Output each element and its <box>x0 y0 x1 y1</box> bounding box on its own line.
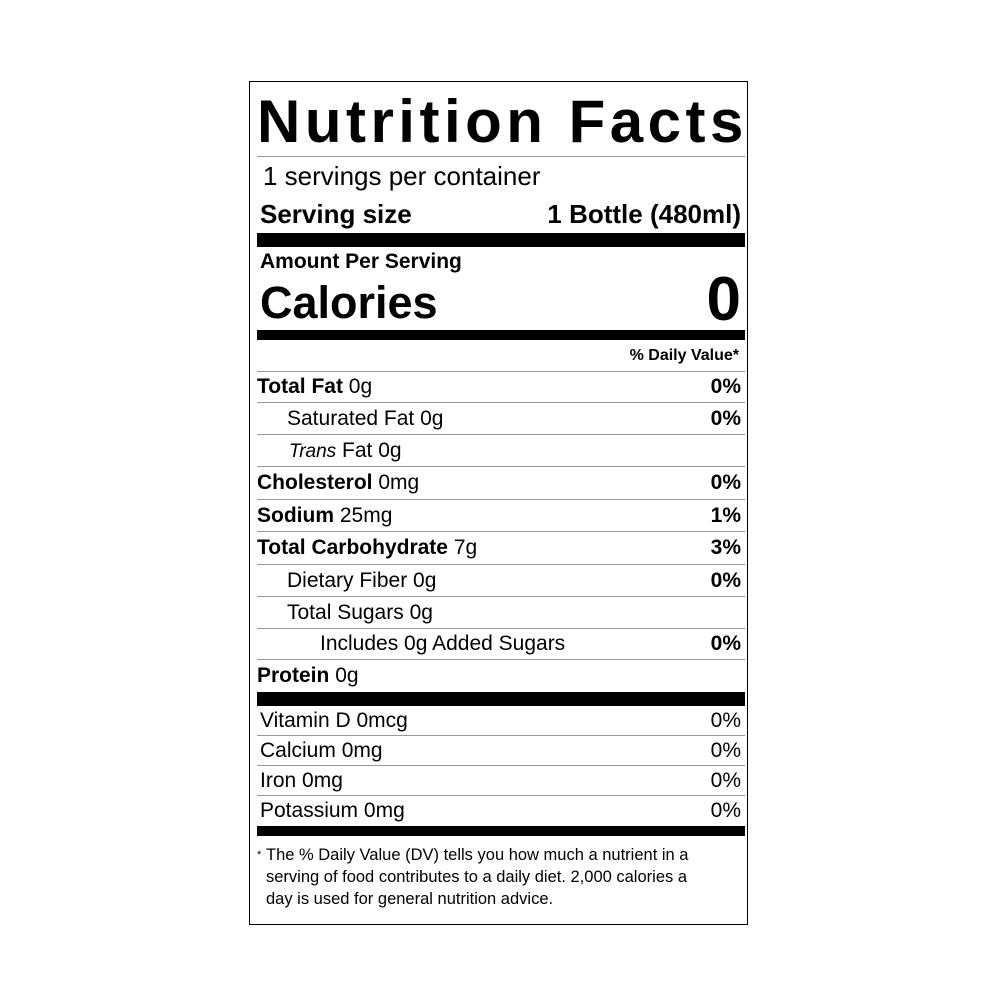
footnote-line: day is used for general nutrition advice… <box>266 890 554 908</box>
thick-bar <box>257 330 745 340</box>
nutrient-row: Dietary Fiber 0g 0% <box>257 565 745 597</box>
nutrient-amount: 0g <box>409 600 433 624</box>
vitamin-row: Calcium 0mg 0% <box>257 736 745 766</box>
amount-per-serving: Amount Per Serving <box>260 250 462 273</box>
thick-bar <box>257 692 745 706</box>
vitamin-name: Calcium <box>260 738 336 762</box>
nutrient-name: Saturated Fat <box>287 406 415 430</box>
nutrient-dv: 1% <box>710 503 741 527</box>
divider <box>257 156 745 157</box>
vitamin-name: Vitamin D <box>260 708 351 732</box>
vitamin-row: Potassium 0mg 0% <box>257 796 745 826</box>
nutrient-row: Sodium 25mg 1% <box>257 500 745 532</box>
vitamin-dv: 0% <box>710 738 741 762</box>
calories-row: Calories 0 <box>257 265 745 334</box>
nutrient-amount: 0g <box>413 568 437 592</box>
footnote-marker: * <box>257 849 262 861</box>
nutrient-name: Includes 0g Added Sugars <box>320 632 566 655</box>
nutrient-amount: 7g <box>453 536 478 559</box>
vitamin-amount: 0mg <box>363 799 405 822</box>
footnote-line: serving of food contributes to a daily d… <box>266 868 687 886</box>
vitamin-amount: 0mcg <box>356 708 408 732</box>
nutrient-dv: 0% <box>710 406 741 430</box>
divider <box>257 371 745 372</box>
footnote-line: The % Daily Value (DV) tells you how muc… <box>266 846 689 864</box>
nutrient-row: Includes 0g Added Sugars 0% <box>257 629 745 660</box>
vitamin-row: Vitamin D 0mcg 0% <box>257 706 745 736</box>
vitamin-amount: 0mg <box>341 738 383 762</box>
nutrient-amount: 0g <box>378 438 402 462</box>
nutrient-name: Dietary Fiber <box>287 568 408 592</box>
calories-label: Calories <box>260 277 438 328</box>
dv-header: % Daily Value* <box>629 347 739 364</box>
thick-bar <box>257 826 745 836</box>
vitamin-dv: 0% <box>710 799 741 822</box>
nutrient-row: Total Fat 0g 0% <box>257 371 745 403</box>
vitamin-name: Potassium <box>260 799 359 822</box>
label-border <box>249 81 748 925</box>
nutrient-name: Total Carbohydrate <box>257 536 448 559</box>
nutrient-name: Total Sugars <box>287 600 404 624</box>
title: Nutrition Facts <box>257 88 748 155</box>
nutrient-amount: 25mg <box>339 503 393 527</box>
nutrient-dv: 0% <box>710 374 741 398</box>
vitamin-dv: 0% <box>710 708 741 732</box>
nutrient-dv: 0% <box>710 471 741 494</box>
serving-size-row: Serving size 1 Bottle (480ml) <box>257 199 745 229</box>
nutrient-row: Cholesterol 0mg 0% <box>257 467 745 500</box>
vitamin-name: Iron <box>260 768 297 792</box>
nutrient-row: Trans Fat 0g <box>257 435 745 467</box>
vitamin-row: Iron 0mg 0% <box>257 766 745 796</box>
vitamin-dv: 0% <box>710 768 741 792</box>
servings: 1 servings per container <box>263 161 541 191</box>
nutrient-dv: 3% <box>710 536 741 559</box>
nutrient-amount: 0g <box>335 664 359 687</box>
thick-bar <box>257 233 745 247</box>
nutrient-amount: 0g <box>420 406 444 430</box>
calories-value: 0 <box>706 264 741 334</box>
nutrient-amount: 0g <box>348 374 373 398</box>
serving-size-label: Serving size <box>260 198 412 229</box>
nutrient-row: Saturated Fat 0g 0% <box>257 403 745 435</box>
nutrient-dv: 0% <box>710 632 741 655</box>
nutrient-name-italic: Trans <box>289 440 337 462</box>
vitamin-amount: 0mg <box>302 768 343 792</box>
nutrient-row: Protein 0g <box>257 660 745 692</box>
nutrient-name: Protein <box>257 664 330 687</box>
nutrient-name: Fat <box>342 438 373 462</box>
nutrient-name: Cholesterol <box>257 471 373 494</box>
serving-size-value: 1 Bottle (480ml) <box>547 198 741 229</box>
nutrient-row: Total Carbohydrate 7g 3% <box>257 532 745 565</box>
dv-header-row: % Daily Value* <box>257 343 745 369</box>
nutrient-name: Total Fat <box>257 374 343 398</box>
nutrient-dv: 0% <box>710 568 741 592</box>
nutrient-row: Total Sugars 0g <box>257 597 745 629</box>
nutrient-amount: 0mg <box>378 471 420 494</box>
nutrient-name: Sodium <box>257 503 334 527</box>
